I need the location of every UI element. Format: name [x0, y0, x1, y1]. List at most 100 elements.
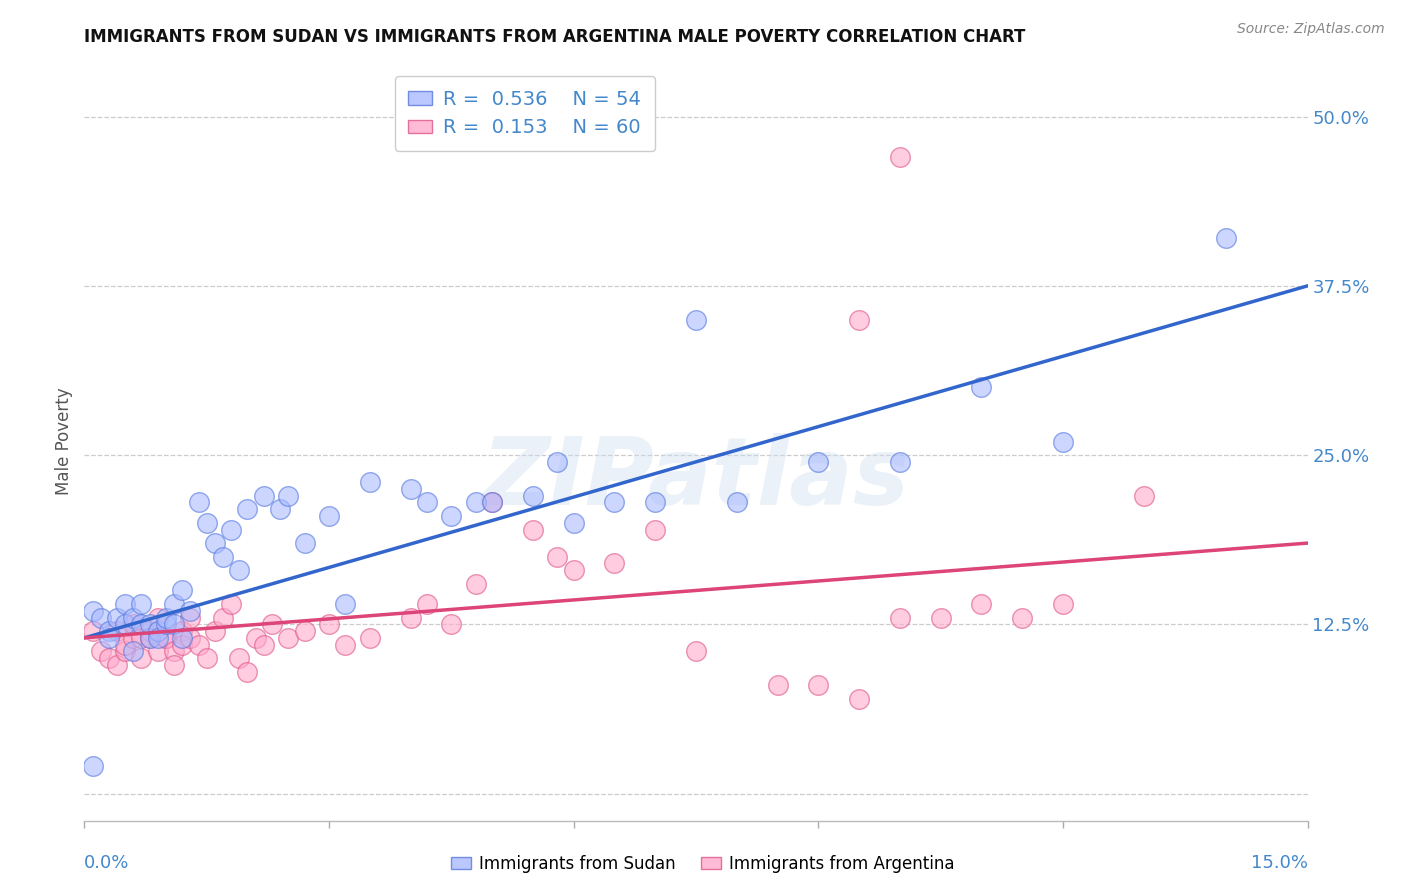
Point [970, 597, 993, 611]
Point [172, 631, 194, 645]
Point [359, 475, 381, 490]
Text: 15.0%: 15.0% [1250, 855, 1308, 872]
Point [90, 610, 112, 624]
Point [219, 523, 242, 537]
Point [807, 455, 830, 469]
Point [155, 610, 177, 624]
Point [481, 495, 503, 509]
Point [131, 651, 153, 665]
Point [848, 691, 870, 706]
Point [114, 597, 136, 611]
Point [440, 617, 463, 632]
Point [82, 759, 104, 773]
Point [195, 516, 218, 530]
Y-axis label: Male Poverty: Male Poverty [55, 388, 73, 495]
Point [318, 508, 340, 523]
Point [889, 610, 911, 624]
Point [399, 610, 422, 624]
Point [359, 631, 381, 645]
Point [131, 597, 153, 611]
Point [416, 597, 439, 611]
Point [219, 597, 242, 611]
Point [172, 624, 194, 639]
Point [335, 638, 357, 652]
Point [399, 482, 422, 496]
Point [522, 523, 544, 537]
Point [179, 610, 201, 624]
Point [245, 631, 267, 645]
Point [685, 644, 707, 658]
Point [138, 631, 160, 645]
Text: IMMIGRANTS FROM SUDAN VS IMMIGRANTS FROM ARGENTINA MALE POVERTY CORRELATION CHAR: IMMIGRANTS FROM SUDAN VS IMMIGRANTS FROM… [84, 28, 1026, 45]
Point [464, 576, 486, 591]
Point [114, 638, 136, 652]
Point [440, 508, 463, 523]
Point [97, 624, 120, 639]
Point [138, 617, 160, 632]
Point [97, 631, 120, 645]
Point [260, 617, 283, 632]
Point [212, 610, 235, 624]
Point [114, 617, 136, 632]
Point [294, 536, 316, 550]
Point [146, 624, 169, 639]
Text: ZIPatlas: ZIPatlas [482, 434, 910, 525]
Point [294, 624, 316, 639]
Point [105, 610, 128, 624]
Point [163, 597, 186, 611]
Legend: R =  0.536    N = 54, R =  0.153    N = 60: R = 0.536 N = 54, R = 0.153 N = 60 [395, 76, 655, 151]
Point [848, 312, 870, 326]
Point [90, 644, 112, 658]
Point [929, 610, 952, 624]
Point [644, 523, 666, 537]
Point [131, 631, 153, 645]
Point [163, 617, 186, 632]
Point [155, 631, 177, 645]
Point [155, 631, 177, 645]
Point [277, 631, 299, 645]
Point [114, 644, 136, 658]
Point [172, 583, 194, 598]
Point [122, 644, 145, 658]
Point [105, 624, 128, 639]
Point [122, 610, 145, 624]
Point [269, 502, 291, 516]
Point [335, 597, 357, 611]
Point [122, 631, 145, 645]
Point [725, 495, 748, 509]
Point [603, 557, 626, 571]
Point [318, 617, 340, 632]
Point [195, 651, 218, 665]
Point [236, 665, 259, 679]
Point [416, 495, 439, 509]
Point [644, 495, 666, 509]
Point [187, 638, 209, 652]
Point [562, 563, 585, 577]
Point [546, 455, 568, 469]
Legend: Immigrants from Sudan, Immigrants from Argentina: Immigrants from Sudan, Immigrants from A… [444, 848, 962, 880]
Point [122, 617, 145, 632]
Point [228, 563, 250, 577]
Point [807, 678, 830, 692]
Point [138, 624, 160, 639]
Point [1011, 610, 1033, 624]
Point [187, 495, 209, 509]
Point [105, 657, 128, 672]
Point [131, 617, 153, 632]
Point [212, 549, 235, 564]
Point [481, 495, 503, 509]
Point [146, 644, 169, 658]
Point [1052, 597, 1074, 611]
Point [179, 604, 201, 618]
Point [146, 631, 169, 645]
Text: 0.0%: 0.0% [84, 855, 129, 872]
Point [889, 150, 911, 164]
Point [236, 502, 259, 516]
Point [562, 516, 585, 530]
Point [464, 495, 486, 509]
Text: Source: ZipAtlas.com: Source: ZipAtlas.com [1237, 22, 1385, 37]
Point [522, 489, 544, 503]
Point [163, 644, 186, 658]
Point [163, 657, 186, 672]
Point [685, 312, 707, 326]
